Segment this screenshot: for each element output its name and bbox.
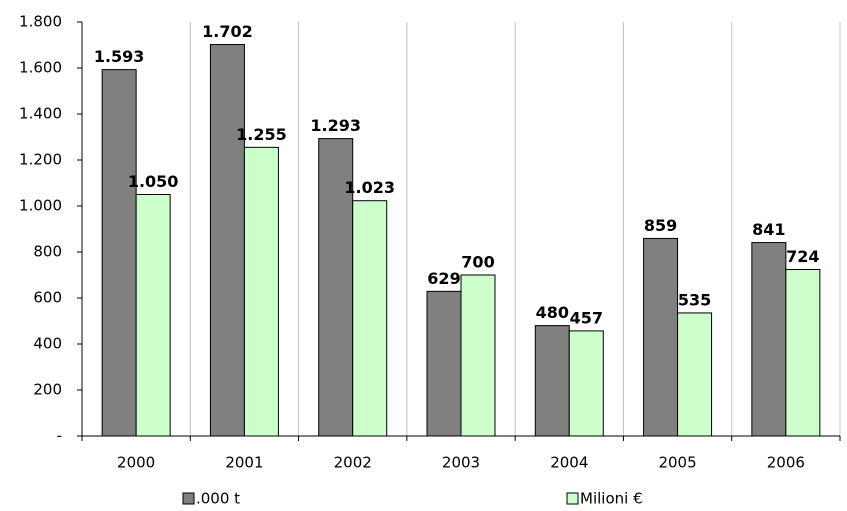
legend-swatch (566, 492, 579, 505)
y-tick-label: 1.200 (19, 151, 62, 169)
value-label: 480 (536, 303, 569, 322)
value-label: 629 (427, 269, 460, 288)
bar (209, 44, 245, 437)
y-tick-label: 200 (33, 381, 62, 399)
legend-swatch (182, 492, 195, 505)
y-tick-label: 1.400 (19, 105, 62, 123)
bar (426, 290, 462, 437)
bar (677, 312, 713, 437)
bar (101, 69, 137, 437)
bar (352, 200, 388, 437)
x-tick-label: 2003 (442, 454, 480, 472)
bar (318, 138, 354, 437)
y-tick-label: 1.000 (19, 197, 62, 215)
bar (243, 146, 279, 437)
bar (135, 194, 171, 437)
value-label: 1.255 (236, 125, 287, 144)
legend-label: Milioni € (580, 490, 643, 508)
y-tick-label: 1.600 (19, 59, 62, 77)
value-label: 1.050 (128, 172, 179, 191)
value-label: 535 (678, 290, 711, 309)
bar (643, 237, 679, 437)
bar (460, 274, 496, 437)
y-tick-label: 400 (33, 335, 62, 353)
value-label: 724 (786, 247, 819, 266)
bar (568, 330, 604, 437)
bar (785, 268, 821, 437)
x-tick-label: 2005 (658, 454, 696, 472)
y-tick-label: 800 (33, 243, 62, 261)
y-tick-label: 600 (33, 289, 62, 307)
x-tick-label: 2006 (767, 454, 805, 472)
value-label: 841 (752, 220, 785, 239)
value-label: 700 (461, 253, 494, 272)
x-tick-label: 2001 (225, 454, 263, 472)
legend-label: .000 t (196, 490, 240, 508)
value-label: 457 (570, 308, 603, 327)
x-tick-label: 2004 (550, 454, 588, 472)
bar (751, 242, 787, 437)
y-tick-label: - (57, 427, 62, 445)
x-tick-label: 2000 (117, 454, 155, 472)
value-label: 1.593 (94, 47, 145, 66)
value-label: 1.702 (202, 22, 253, 41)
x-tick-label: 2002 (334, 454, 372, 472)
y-tick-label: 1.800 (19, 13, 62, 31)
value-label: 859 (644, 216, 677, 235)
bar (534, 325, 570, 437)
value-label: 1.293 (310, 116, 361, 135)
value-label: 1.023 (344, 178, 395, 197)
